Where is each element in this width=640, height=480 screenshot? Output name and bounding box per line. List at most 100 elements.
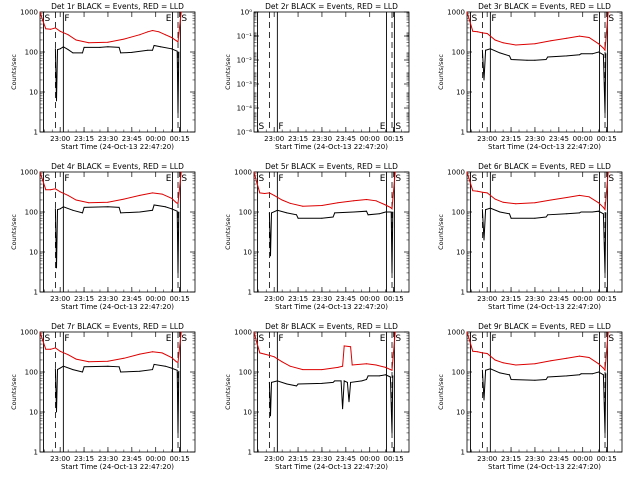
data-point [334,212,336,214]
data-point [259,192,261,194]
data-point [378,375,380,377]
plot-frame [253,171,410,293]
y-tick-label: 10 [243,249,252,257]
marker-label-S: S [181,174,187,184]
data-point [50,28,52,30]
marker-label-E: E [380,334,386,344]
data-point [45,348,47,350]
data-point [602,54,604,56]
y-axis-label: Counts/sec [437,214,445,250]
data-point [171,208,173,210]
data-point [171,48,173,50]
marker-label-S: S [471,174,477,184]
x-tick-label: 00:15 [170,135,190,143]
data-point [602,47,604,49]
data-point [50,348,52,350]
data-point [42,19,44,21]
data-point [367,214,369,216]
series-lld [466,11,609,52]
marker-label-F: F [491,14,496,24]
panel-7: Det 7r BLACK = Events, RED = LLD 1 10 100 10… [10,322,196,471]
marker-label-E: E [166,334,172,344]
data-point [139,34,141,36]
marker-label-E: E [380,174,386,184]
y-tick-label: 10⁻³ [237,81,253,89]
data-point [59,208,61,210]
data-point [385,374,387,376]
data-point [82,52,83,54]
data-point [469,180,471,182]
data-point [75,199,77,201]
x-tick-label: 23:30 [525,135,545,143]
data-point [499,211,501,213]
data-point [566,37,568,39]
data-point [481,32,483,34]
marker-label-S: S [258,174,264,184]
data-point [161,193,163,195]
plot-frame [39,171,196,293]
data-point [152,351,153,353]
data-point [598,43,600,45]
data-point [602,213,604,215]
data-point [340,380,342,382]
data-point [39,331,41,333]
data-point [483,79,485,81]
data-point [605,212,607,214]
data-point [62,365,64,367]
data-point [176,50,178,52]
x-tick-label: 23:00 [477,455,497,463]
data-point [591,53,593,55]
data-point [494,359,496,361]
x-tick-label: 23:15 [501,135,521,143]
data-point [605,53,607,55]
panel-title: Det 6r BLACK = Events, RED = LLD [478,162,611,171]
data-point [485,209,487,211]
x-axis-label: Start Time (24-Oct-13 22:47:20) [488,143,601,151]
y-tick-label: 1000 [447,169,465,177]
data-point [45,28,47,30]
x-tick-label: 00:15 [170,295,190,303]
data-point [139,353,141,355]
data-point [366,363,367,365]
data-point [477,351,479,353]
data-point [302,205,304,207]
data-point [289,365,291,367]
plot-frame [466,11,623,133]
marker-label-F: F [64,334,69,344]
data-point [591,373,593,375]
data-point [353,200,355,202]
data-point [598,210,600,212]
data-point [178,51,180,53]
data-point [604,112,606,114]
panel-5: Det 5r BLACK = Events, RED = LLD 1 10 100 10… [224,162,410,311]
panel-title: Det 8r BLACK = Events, RED = LLD [265,322,398,331]
data-point [534,202,536,204]
data-point [526,59,528,61]
marker-label-S: S [44,174,50,184]
marker-label-F: F [491,174,496,184]
data-point [54,347,56,349]
x-tick-label: 23:00 [50,295,70,303]
series-lld [39,331,182,363]
data-point [268,192,270,194]
x-tick-label: 00:00 [573,295,593,303]
data-point [348,401,350,403]
series-lld [466,331,609,372]
data-point [268,212,270,214]
data-point [579,355,580,357]
data-point [366,379,367,380]
data-point [472,190,474,192]
data-point [337,366,339,368]
data-point [281,199,283,201]
x-tick-label: 00:00 [573,455,593,463]
y-tick-label: 100 [239,209,252,217]
marker-label-F: F [278,334,283,344]
data-point [534,363,536,365]
x-tick-label: 23:30 [98,295,118,303]
y-tick-label: 1000 [20,9,38,17]
data-point [175,361,177,363]
data-point [579,374,580,376]
x-tick-label: 23:15 [501,295,521,303]
panel-3: Det 3r BLACK = Events, RED = LLD 1 10 100 10… [437,2,623,151]
x-axis-label: Start Time (24-Oct-13 22:47:20) [61,303,174,311]
